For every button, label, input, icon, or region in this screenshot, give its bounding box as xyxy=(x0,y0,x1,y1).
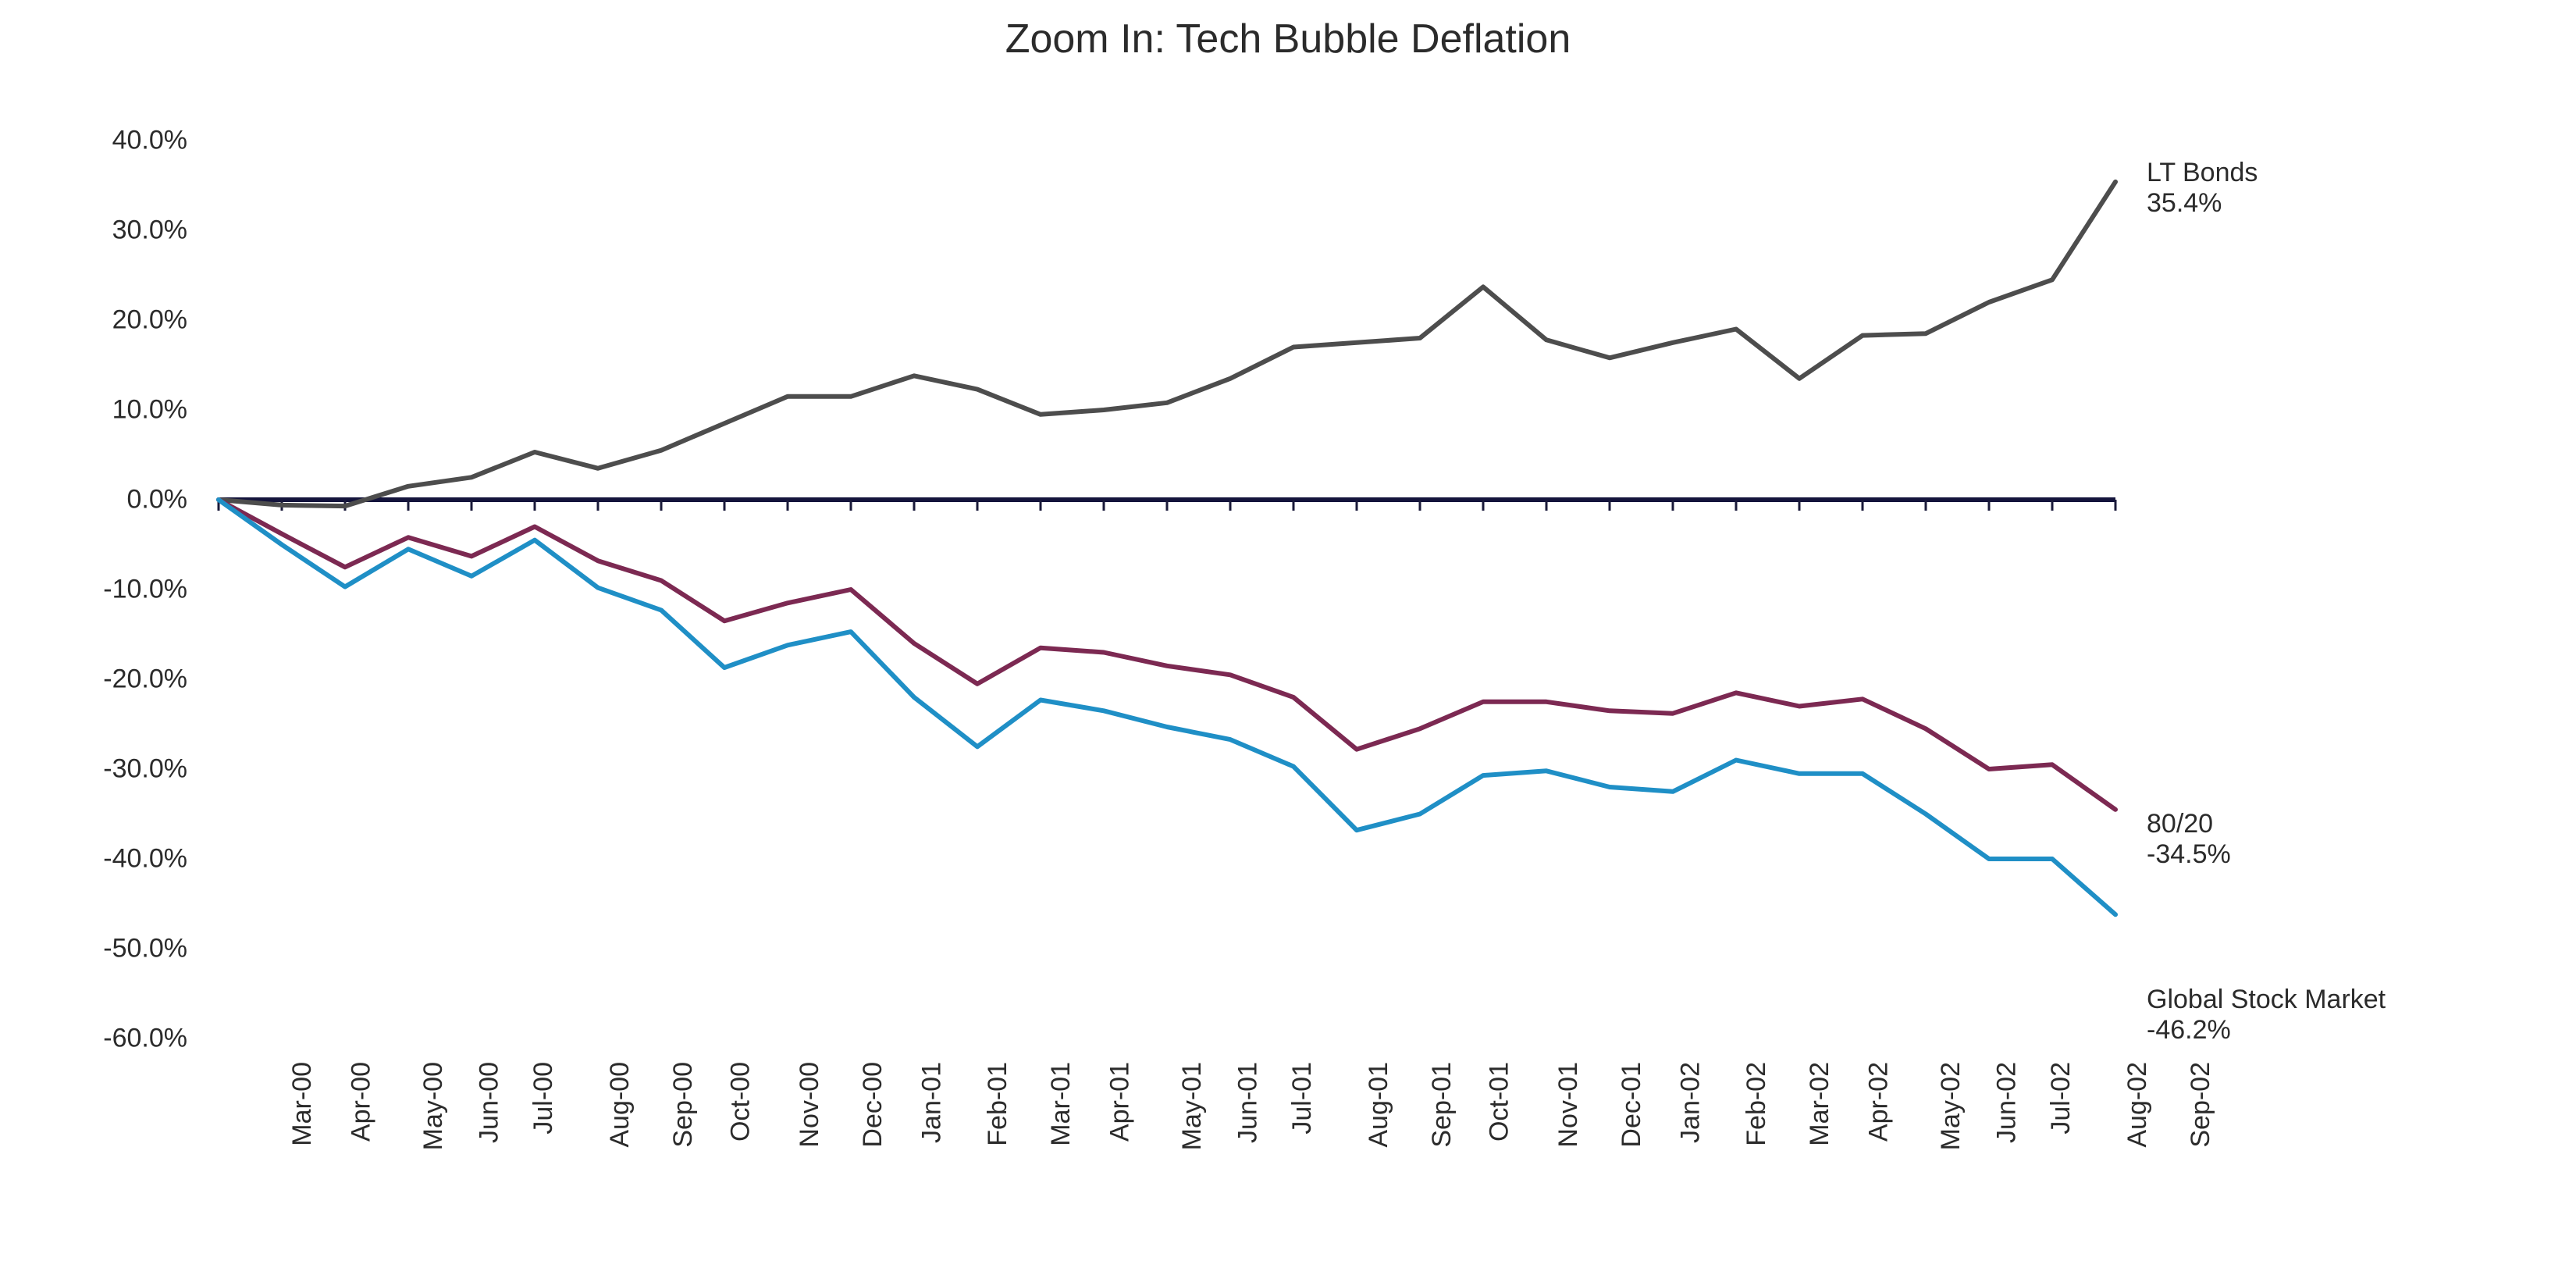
x-tick-label: Sep-01 xyxy=(1427,1062,1457,1148)
x-tick-label: Jun-00 xyxy=(474,1062,504,1143)
chart-title: Zoom In: Tech Bubble Deflation xyxy=(0,16,2576,62)
x-tick-label: Aug-02 xyxy=(2122,1062,2153,1148)
y-tick-label: 30.0% xyxy=(0,216,187,246)
x-tick-label: Jun-02 xyxy=(1991,1062,2022,1143)
series-end-label: Global Stock Market xyxy=(2147,985,2386,1015)
x-tick-label: Sep-02 xyxy=(2186,1062,2216,1148)
x-tick-label: Aug-01 xyxy=(1364,1062,1394,1148)
x-tick-label: Jan-01 xyxy=(916,1062,947,1143)
series-end-value: 35.4% xyxy=(2147,188,2222,219)
series-line xyxy=(219,500,2115,914)
y-tick-label: 0.0% xyxy=(0,485,187,515)
x-tick-label: May-00 xyxy=(418,1062,449,1150)
series-end-label: LT Bonds xyxy=(2147,158,2258,188)
x-tick-label: Apr-01 xyxy=(1105,1062,1136,1142)
series-end-label: 80/20 xyxy=(2147,809,2213,839)
x-tick-label: Oct-00 xyxy=(726,1062,756,1142)
x-tick-label: Dec-00 xyxy=(858,1062,888,1148)
y-tick-label: -30.0% xyxy=(0,754,187,785)
y-tick-label: 10.0% xyxy=(0,395,187,426)
series-end-value: -34.5% xyxy=(2147,839,2231,870)
x-tick-label: Nov-01 xyxy=(1553,1062,1584,1148)
y-tick-label: 20.0% xyxy=(0,305,187,336)
x-tick-label: Nov-00 xyxy=(795,1062,825,1148)
y-tick-label: -10.0% xyxy=(0,575,187,605)
x-tick-label: May-02 xyxy=(1936,1062,1966,1150)
x-tick-label: Jul-00 xyxy=(528,1062,559,1135)
series-line xyxy=(219,182,2115,506)
x-tick-label: Jun-01 xyxy=(1233,1062,1263,1143)
x-tick-label: Oct-01 xyxy=(1485,1062,1515,1142)
y-tick-label: -40.0% xyxy=(0,844,187,875)
x-tick-label: Mar-01 xyxy=(1046,1062,1076,1146)
x-tick-label: Jan-02 xyxy=(1675,1062,1706,1143)
x-tick-label: Apr-02 xyxy=(1864,1062,1895,1142)
x-tick-label: Feb-01 xyxy=(983,1062,1013,1146)
x-tick-label: Aug-00 xyxy=(605,1062,635,1148)
y-tick-label: 40.0% xyxy=(0,126,187,156)
y-tick-label: -20.0% xyxy=(0,664,187,695)
series-line xyxy=(219,500,2115,810)
x-tick-label: Sep-00 xyxy=(668,1062,699,1148)
y-tick-label: -60.0% xyxy=(0,1024,187,1054)
x-tick-label: Mar-02 xyxy=(1805,1062,1835,1146)
y-tick-label: -50.0% xyxy=(0,934,187,964)
x-tick-label: Jul-02 xyxy=(2046,1062,2076,1135)
series-end-value: -46.2% xyxy=(2147,1015,2231,1046)
x-tick-label: Mar-00 xyxy=(287,1062,318,1146)
x-tick-label: Feb-02 xyxy=(1742,1062,1772,1146)
x-tick-label: Jul-01 xyxy=(1287,1062,1318,1135)
x-tick-label: Dec-01 xyxy=(1617,1062,1647,1148)
chart-svg xyxy=(219,141,2115,1038)
plot-area xyxy=(219,141,2115,1038)
chart-container: Zoom In: Tech Bubble Deflation 40.0% 30.0… xyxy=(0,0,2576,1286)
x-tick-label: Apr-00 xyxy=(347,1062,377,1142)
x-tick-label: May-01 xyxy=(1177,1062,1208,1150)
